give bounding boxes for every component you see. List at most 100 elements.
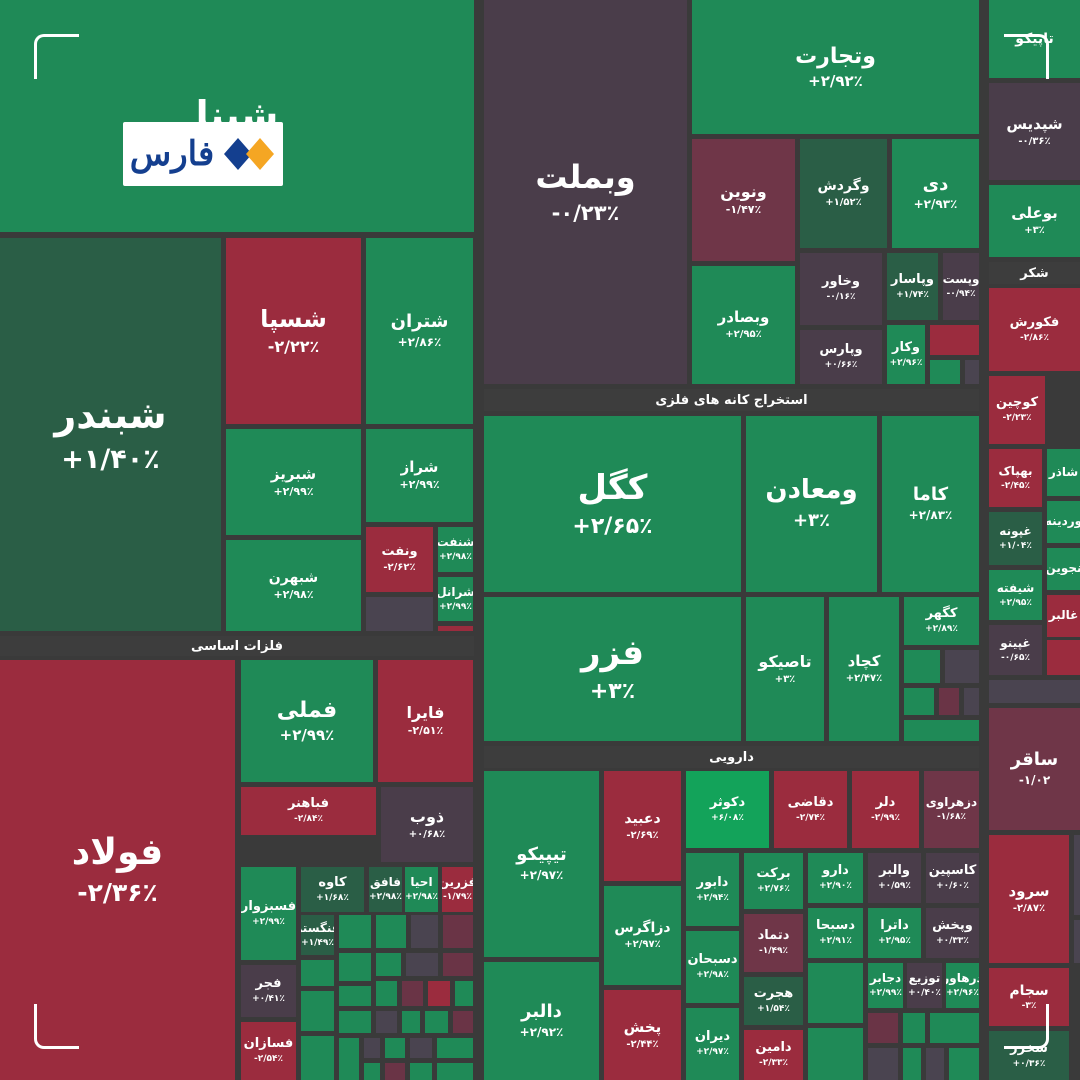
treemap-tile[interactable]: سخزر +۰/۳۶٪: [989, 1031, 1069, 1080]
treemap-tile[interactable]: شراز +۲/۹۹٪: [366, 429, 473, 522]
treemap-tile[interactable]: فافق +۲/۹۸٪: [369, 867, 402, 912]
treemap-tile[interactable]: غپینو -۰/۶۵٪: [989, 625, 1042, 675]
treemap-tile[interactable]: دابور +۲/۹۴٪: [686, 853, 739, 926]
treemap-tile[interactable]: کچاد +۲/۴۷٪: [829, 597, 899, 741]
treemap-filler-tile[interactable]: [301, 960, 334, 986]
treemap-tile[interactable]: دزاگرس +۲/۹۷٪: [604, 886, 681, 985]
treemap-tile[interactable]: کگل +۲/۶۵٪: [484, 416, 741, 592]
treemap-tile[interactable]: فزرین -۱/۷۹٪: [442, 867, 473, 912]
treemap-filler-tile[interactable]: [808, 1028, 863, 1080]
treemap-filler-tile[interactable]: [410, 1038, 432, 1058]
treemap-filler-tile[interactable]: [402, 1011, 420, 1033]
treemap-tile[interactable]: احیا +۲/۹۸٪: [405, 867, 438, 912]
treemap-tile[interactable]: فسازان -۲/۵۴٪: [241, 1022, 296, 1080]
treemap-filler-tile[interactable]: [965, 360, 979, 384]
treemap-filler-tile[interactable]: [868, 1048, 898, 1080]
treemap-tile[interactable]: کاسپین +۰/۶۰٪: [926, 853, 979, 903]
treemap-filler-tile[interactable]: [339, 986, 371, 1006]
treemap-tile[interactable]: شیفته +۲/۹۵٪: [989, 570, 1042, 620]
treemap-tile[interactable]: دسبحا +۲/۹۱٪: [808, 908, 863, 958]
treemap-filler-tile[interactable]: [339, 915, 371, 948]
treemap-tile[interactable]: بوعلی +۳٪: [989, 185, 1080, 257]
treemap-filler-tile[interactable]: [1074, 920, 1080, 963]
treemap-tile[interactable]: وبملت -۰/۲۳٪: [484, 0, 687, 384]
treemap-filler-tile[interactable]: [376, 953, 401, 976]
treemap-tile[interactable]: دجابر +۲/۹۹٪: [868, 963, 903, 1008]
treemap-filler-tile[interactable]: [904, 688, 934, 715]
treemap-tile[interactable]: وکار +۲/۹۶٪: [887, 325, 925, 384]
treemap-tile[interactable]: تیپیکو +۲/۹۷٪: [484, 771, 599, 957]
treemap-tile[interactable]: دکوثر +۶/۰۸٪: [686, 771, 769, 848]
treemap-tile[interactable]: دزهراوی -۱/۶۸٪: [924, 771, 979, 848]
treemap-filler-tile[interactable]: [411, 915, 438, 948]
treemap-tile[interactable]: فجر +۰/۴۱٪: [241, 965, 296, 1017]
treemap-filler-tile[interactable]: [385, 1063, 405, 1080]
treemap-tile[interactable]: دامین -۲/۳۳٪: [744, 1030, 803, 1080]
treemap-tile[interactable]: پخش -۲/۴۴٪: [604, 990, 681, 1080]
treemap-tile[interactable]: وپاسار +۱/۷۴٪: [887, 253, 938, 320]
treemap-tile[interactable]: شپدیس -۰/۳۶٪: [989, 83, 1080, 180]
treemap-filler-tile[interactable]: [438, 626, 473, 631]
treemap-tile[interactable]: فزر +۳٪: [484, 597, 741, 741]
treemap-filler-tile[interactable]: [904, 720, 979, 741]
treemap-filler-tile[interactable]: [808, 963, 863, 1023]
treemap-tile[interactable]: شبریز +۲/۹۹٪: [226, 429, 361, 535]
treemap-filler-tile[interactable]: [945, 650, 979, 683]
treemap-filler-tile[interactable]: [939, 688, 959, 715]
treemap-filler-tile[interactable]: [443, 915, 473, 948]
treemap-filler-tile[interactable]: [926, 1048, 944, 1080]
treemap-tile[interactable]: شاذر: [1047, 449, 1080, 496]
treemap-filler-tile[interactable]: [339, 1038, 359, 1080]
treemap-filler-tile[interactable]: [339, 1011, 371, 1033]
treemap-tile[interactable]: دارو +۲/۹۰٪: [808, 853, 863, 903]
treemap-filler-tile[interactable]: [904, 650, 940, 683]
treemap-tile[interactable]: سجام -۳٪: [989, 968, 1069, 1026]
treemap-filler-tile[interactable]: [339, 953, 371, 981]
treemap-filler-tile[interactable]: [425, 1011, 448, 1033]
treemap-tile[interactable]: دی +۲/۹۳٪: [892, 139, 979, 248]
treemap-filler-tile[interactable]: [930, 360, 960, 384]
treemap-filler-tile[interactable]: [903, 1048, 921, 1080]
treemap-filler-tile[interactable]: [1074, 835, 1080, 915]
treemap-filler-tile[interactable]: [989, 680, 1080, 703]
treemap-tile[interactable]: داترا +۲/۹۵٪: [868, 908, 921, 958]
treemap-filler-tile[interactable]: [428, 981, 450, 1006]
treemap-filler-tile[interactable]: [364, 1038, 380, 1058]
treemap-tile[interactable]: کگهر +۲/۸۹٪: [904, 597, 979, 645]
treemap-filler-tile[interactable]: [437, 1038, 473, 1058]
treemap-tile[interactable]: دقاضی -۲/۷۴٪: [774, 771, 847, 848]
treemap-tile[interactable]: غپونه +۱/۰۴٪: [989, 512, 1042, 565]
treemap-tile[interactable]: شبهرن +۲/۹۸٪: [226, 540, 361, 631]
treemap-filler-tile[interactable]: [453, 1011, 473, 1033]
treemap-tile[interactable]: بهپاک -۲/۴۵٪: [989, 449, 1042, 507]
treemap-tile[interactable]: ساقر -۱/۰۲: [989, 708, 1080, 830]
treemap-tile[interactable]: شتران +۲/۸۶٪: [366, 238, 473, 424]
treemap-filler-tile[interactable]: [406, 953, 438, 976]
treemap-tile[interactable]: ومعادن +۳٪: [746, 416, 877, 592]
treemap-tile[interactable]: دیران +۲/۹۷٪: [686, 1008, 739, 1080]
treemap-tile[interactable]: فنگستر +۱/۴۹٪: [301, 915, 334, 955]
treemap-filler-tile[interactable]: [443, 953, 473, 976]
treemap-tile[interactable]: وگردش +۱/۵۲٪: [800, 139, 887, 248]
treemap-tile[interactable]: توزیع +۰/۴۰٪: [907, 963, 942, 1008]
treemap-tile[interactable]: کوچین -۲/۲۳٪: [989, 376, 1045, 444]
treemap-tile[interactable]: هجرت +۱/۵۴٪: [744, 977, 803, 1025]
treemap-tile[interactable]: شسپا -۲/۲۲٪: [226, 238, 361, 424]
treemap-filler-tile[interactable]: [402, 981, 423, 1006]
treemap-tile[interactable]: ونفت -۲/۶۲٪: [366, 527, 433, 592]
treemap-tile[interactable]: درهاور +۲/۹۶٪: [946, 963, 979, 1008]
treemap-filler-tile[interactable]: [366, 597, 433, 631]
treemap-tile[interactable]: سرود -۲/۸۷٪: [989, 835, 1069, 963]
treemap-filler-tile[interactable]: [301, 991, 334, 1031]
treemap-tile[interactable]: وپست -۰/۹۴٪: [943, 253, 979, 320]
treemap-tile[interactable]: ذوب +۰/۶۸٪: [381, 787, 473, 862]
treemap-filler-tile[interactable]: [385, 1038, 405, 1058]
treemap-filler-tile[interactable]: [903, 1013, 925, 1043]
treemap-tile[interactable]: دسبحان +۲/۹۸٪: [686, 931, 739, 1003]
treemap-tile[interactable]: تاصیکو +۳٪: [746, 597, 824, 741]
treemap-tile[interactable]: شرانل +۲/۹۹٪: [438, 577, 473, 621]
treemap-tile[interactable]: غالبر: [1047, 595, 1080, 637]
treemap-tile[interactable]: والبر +۰/۵۹٪: [868, 853, 921, 903]
treemap-tile[interactable]: دالبر +۲/۹۲٪: [484, 962, 599, 1080]
treemap-tile[interactable]: شپنا: [0, 0, 474, 232]
